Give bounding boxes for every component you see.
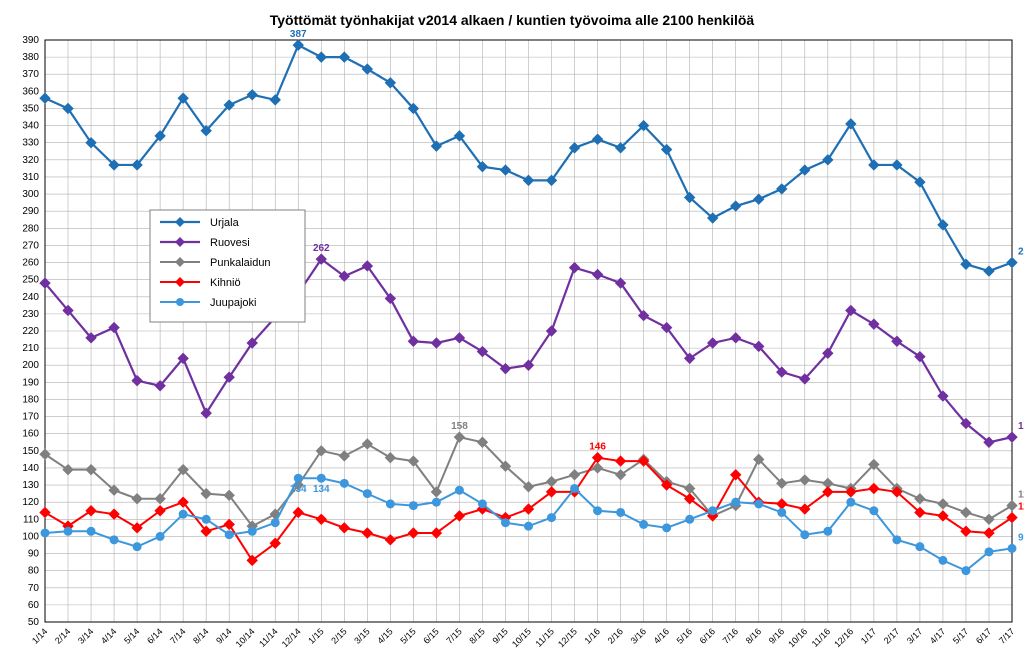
data-callout: 118 [1018, 490, 1024, 501]
y-tick-label: 150 [22, 446, 39, 457]
legend-label: Kihniö [210, 277, 241, 289]
chart-title: Työttömät työnhakijat v2014 alkaen / kun… [270, 12, 755, 28]
data-marker [525, 522, 533, 530]
y-tick-label: 350 [22, 103, 39, 114]
data-marker [916, 543, 924, 551]
y-tick-label: 310 [22, 172, 39, 183]
data-callout: 134 [290, 484, 307, 495]
data-callout: 158 [451, 421, 468, 432]
data-marker [133, 543, 141, 551]
data-marker [939, 556, 947, 564]
data-callout: 387 [290, 29, 307, 40]
y-tick-label: 230 [22, 309, 39, 320]
data-marker [870, 507, 878, 515]
y-tick-label: 130 [22, 480, 39, 491]
data-marker [847, 498, 855, 506]
y-tick-label: 220 [22, 326, 39, 337]
data-marker [363, 490, 371, 498]
data-marker [663, 524, 671, 532]
y-tick-label: 380 [22, 52, 39, 63]
y-tick-label: 340 [22, 121, 39, 132]
legend-label: Punkalaidun [210, 257, 271, 269]
data-marker [893, 536, 901, 544]
data-marker [755, 500, 763, 508]
y-tick-label: 370 [22, 69, 39, 80]
data-marker [225, 531, 233, 539]
legend-label: Ruovesi [210, 237, 250, 249]
data-marker [455, 486, 463, 494]
data-marker [594, 507, 602, 515]
y-tick-label: 60 [28, 600, 40, 611]
data-marker [432, 498, 440, 506]
line-chart: Työttömät työnhakijat v2014 alkaen / kun… [0, 0, 1024, 669]
data-marker [87, 527, 95, 535]
data-callout: 262 [313, 243, 330, 254]
legend-label: Juupajoki [210, 297, 256, 309]
data-marker [64, 527, 72, 535]
data-marker [202, 515, 210, 523]
y-tick-label: 280 [22, 223, 39, 234]
data-marker [571, 484, 579, 492]
y-tick-label: 110 [23, 514, 39, 525]
data-marker [1008, 544, 1016, 552]
data-marker [110, 536, 118, 544]
data-marker [548, 514, 556, 522]
data-marker [617, 508, 625, 516]
data-marker [156, 532, 164, 540]
y-tick-label: 190 [22, 377, 39, 388]
y-tick-label: 170 [22, 412, 39, 423]
y-tick-label: 160 [22, 429, 39, 440]
data-marker [294, 474, 302, 482]
data-marker [248, 527, 256, 535]
data-marker [41, 529, 49, 537]
y-tick-label: 120 [22, 497, 39, 508]
data-marker [317, 474, 325, 482]
data-marker [640, 520, 648, 528]
y-tick-label: 200 [22, 360, 39, 371]
legend-label: Urjala [210, 217, 240, 229]
y-tick-label: 180 [22, 394, 39, 405]
data-marker [824, 527, 832, 535]
y-tick-label: 300 [22, 189, 39, 200]
data-callout: 158 [1018, 421, 1024, 432]
y-tick-label: 70 [28, 583, 40, 594]
y-tick-label: 320 [22, 155, 39, 166]
legend-marker [176, 298, 184, 306]
data-marker [801, 531, 809, 539]
data-marker [686, 515, 694, 523]
chart-container: Työttömät työnhakijat v2014 alkaen / kun… [0, 0, 1024, 669]
y-tick-label: 140 [22, 463, 39, 474]
y-tick-label: 210 [22, 343, 39, 354]
y-tick-label: 100 [22, 531, 39, 542]
y-tick-label: 80 [28, 566, 40, 577]
data-callout: 111 [1018, 502, 1024, 513]
data-marker [709, 507, 717, 515]
data-marker [478, 500, 486, 508]
data-marker [386, 500, 394, 508]
data-marker [501, 519, 509, 527]
data-marker [409, 502, 417, 510]
y-tick-label: 250 [22, 275, 39, 286]
y-tick-label: 240 [22, 292, 39, 303]
y-tick-label: 330 [22, 138, 39, 149]
data-marker [340, 479, 348, 487]
y-tick-label: 90 [28, 549, 40, 560]
data-callout: 134 [313, 484, 330, 495]
data-marker [962, 567, 970, 575]
y-tick-label: 50 [28, 617, 40, 628]
y-tick-label: 270 [22, 240, 39, 251]
data-marker [271, 519, 279, 527]
data-callout: 93 [1018, 532, 1024, 543]
y-tick-label: 360 [22, 86, 39, 97]
data-marker [778, 508, 786, 516]
data-callout: 260 [1018, 247, 1024, 258]
y-tick-label: 390 [22, 35, 39, 46]
y-tick-label: 260 [22, 258, 39, 269]
y-tick-label: 290 [22, 206, 39, 217]
data-marker [732, 498, 740, 506]
data-marker [179, 510, 187, 518]
data-marker [985, 548, 993, 556]
data-callout: 146 [589, 442, 606, 453]
